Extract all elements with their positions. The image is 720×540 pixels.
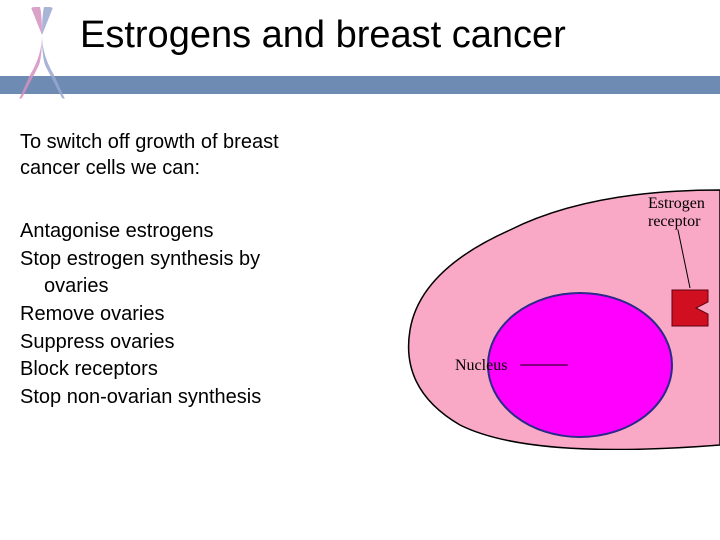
strategies-list: Antagonise estrogens Stop estrogen synth…	[20, 219, 360, 410]
list-item: Suppress ovaries	[20, 330, 360, 356]
nucleus-label: Nucleus	[455, 357, 507, 374]
intro-line-2: cancer cells we can:	[20, 156, 360, 182]
list-item: Stop estrogen synthesis by	[20, 247, 360, 273]
intro-line-1: To switch off growth of breast	[20, 130, 360, 156]
awareness-ribbon-icon	[10, 5, 75, 100]
content-text-block: To switch off growth of breast cancer ce…	[20, 130, 360, 412]
nucleus-shape	[488, 293, 672, 437]
list-item: Antagonise estrogens	[20, 219, 360, 245]
slide-title: Estrogens and breast cancer	[80, 14, 700, 57]
list-item: Stop non-ovarian synthesis	[20, 385, 360, 411]
title-underline-bar	[0, 76, 720, 94]
intro-text: To switch off growth of breast cancer ce…	[20, 130, 360, 181]
receptor-label-1: Estrogen	[648, 195, 705, 212]
list-item: Remove ovaries	[20, 302, 360, 328]
list-item: Block receptors	[20, 357, 360, 383]
cell-diagram: Nucleus Estrogen receptor	[390, 170, 720, 450]
receptor-label-2: receptor	[648, 213, 701, 230]
slide-title-container: Estrogens and breast cancer	[80, 14, 700, 57]
list-item-cont: ovaries	[20, 274, 360, 300]
